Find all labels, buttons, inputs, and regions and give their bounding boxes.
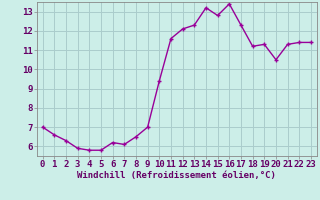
X-axis label: Windchill (Refroidissement éolien,°C): Windchill (Refroidissement éolien,°C) <box>77 171 276 180</box>
